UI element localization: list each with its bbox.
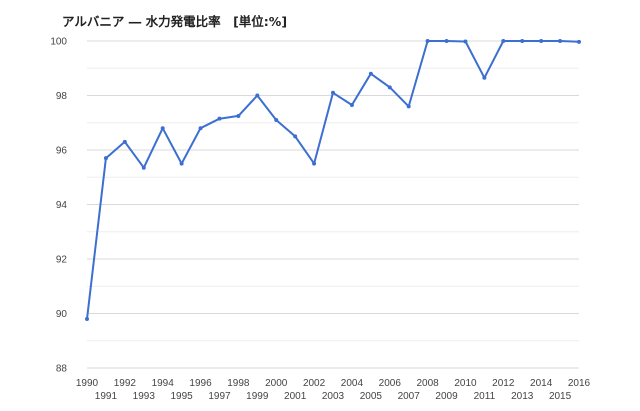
x-tick-label: 2013 — [511, 391, 534, 402]
data-point — [539, 39, 544, 43]
data-point — [274, 118, 279, 123]
x-tick-label: 1992 — [114, 378, 137, 389]
x-tick-label: 2005 — [360, 391, 383, 402]
data-point — [368, 71, 373, 76]
y-tick-label: 90 — [56, 309, 68, 320]
x-tick-label: 2009 — [435, 391, 458, 402]
data-point — [349, 103, 354, 108]
x-tick-label: 2001 — [284, 391, 307, 402]
x-tick-label: 1995 — [170, 391, 193, 402]
data-point — [122, 139, 127, 144]
data-point — [141, 165, 146, 170]
y-tick-label: 94 — [56, 200, 68, 211]
y-tick-label: 88 — [56, 364, 68, 375]
x-tick-label: 2008 — [416, 378, 439, 389]
data-point — [103, 156, 108, 161]
data-point — [312, 161, 317, 166]
y-tick-label: 96 — [56, 146, 68, 157]
x-tick-label: 2006 — [379, 378, 402, 389]
data-point — [406, 104, 411, 109]
y-tick-label: 98 — [56, 91, 68, 102]
data-series — [85, 39, 581, 321]
x-tick-label: 2011 — [474, 391, 496, 402]
data-point — [444, 39, 449, 43]
axis-labels: 88 90 92 94 96 98 100 1990 1992 1994 1996 1998 2000 2… — [50, 37, 590, 403]
chart-title: アルバニア ― 水力発電比率 [単位:%] — [62, 14, 288, 29]
data-point — [520, 39, 525, 43]
x-tick-label: 2007 — [398, 391, 421, 402]
x-tick-label: 1993 — [133, 391, 156, 402]
data-point — [482, 75, 487, 80]
data-point — [293, 134, 298, 139]
x-tick-label: 2016 — [568, 378, 591, 389]
data-point — [217, 116, 222, 121]
data-point — [179, 161, 184, 166]
data-point — [558, 39, 563, 43]
x-tick-label: 1996 — [189, 378, 212, 389]
data-point — [577, 39, 581, 44]
x-tick-label: 2003 — [322, 391, 345, 402]
data-point — [501, 39, 506, 43]
x-tick-label: 2010 — [454, 378, 477, 389]
y-tick-label: 92 — [56, 255, 68, 266]
x-tick-label: 1999 — [246, 391, 269, 402]
data-point — [198, 126, 203, 131]
data-point — [85, 316, 89, 321]
x-tick-label: 2014 — [530, 378, 553, 389]
data-point — [331, 90, 335, 95]
x-tick-label: 1990 — [76, 378, 99, 389]
x-tick-label: 2012 — [492, 378, 515, 389]
x-tick-label: 1994 — [152, 378, 175, 389]
data-point — [255, 93, 260, 98]
x-tick-label: 2000 — [265, 378, 288, 389]
x-tick-label: 1991 — [95, 391, 118, 402]
y-tick-label: 100 — [50, 37, 67, 48]
data-point — [463, 39, 468, 44]
x-tick-label: 2015 — [549, 391, 572, 402]
series-line — [86, 40, 580, 320]
x-tick-label: 1998 — [227, 378, 250, 389]
data-point — [425, 39, 430, 43]
data-point — [160, 126, 165, 131]
data-point — [236, 113, 241, 118]
data-point — [387, 85, 392, 90]
x-tick-label: 2004 — [341, 378, 364, 389]
x-tick-label: 1997 — [208, 391, 231, 402]
grid-lines — [87, 40, 579, 369]
x-tick-label: 2002 — [303, 378, 326, 389]
